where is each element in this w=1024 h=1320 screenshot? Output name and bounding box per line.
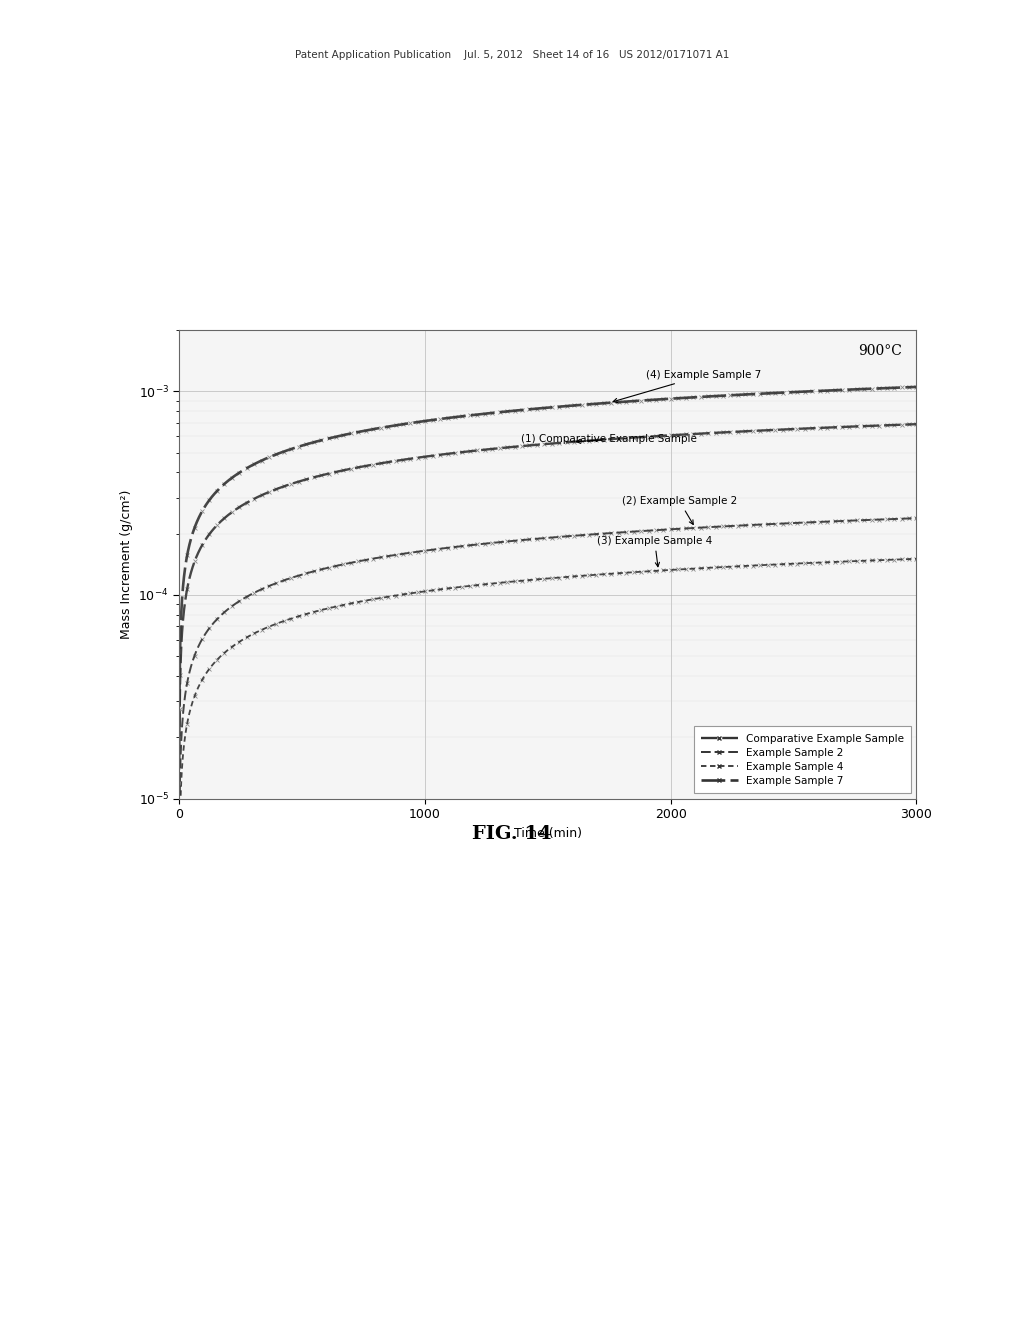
Text: (4) Example Sample 7: (4) Example Sample 7 [613,370,762,403]
Text: Patent Application Publication    Jul. 5, 2012   Sheet 14 of 16   US 2012/017107: Patent Application Publication Jul. 5, 2… [295,50,729,61]
Text: (2) Example Sample 2: (2) Example Sample 2 [622,496,737,524]
Text: (1) Comparative Example Sample: (1) Comparative Example Sample [521,434,696,445]
Text: 900°C: 900°C [858,345,902,358]
Text: FIG. 14: FIG. 14 [472,825,552,843]
Legend: Comparative Example Sample, Example Sample 2, Example Sample 4, Example Sample 7: Comparative Example Sample, Example Samp… [694,726,911,793]
X-axis label: Time (min): Time (min) [514,826,582,840]
Y-axis label: Mass Increment (g/cm²): Mass Increment (g/cm²) [120,490,133,639]
Text: (3) Example Sample 4: (3) Example Sample 4 [597,536,713,566]
